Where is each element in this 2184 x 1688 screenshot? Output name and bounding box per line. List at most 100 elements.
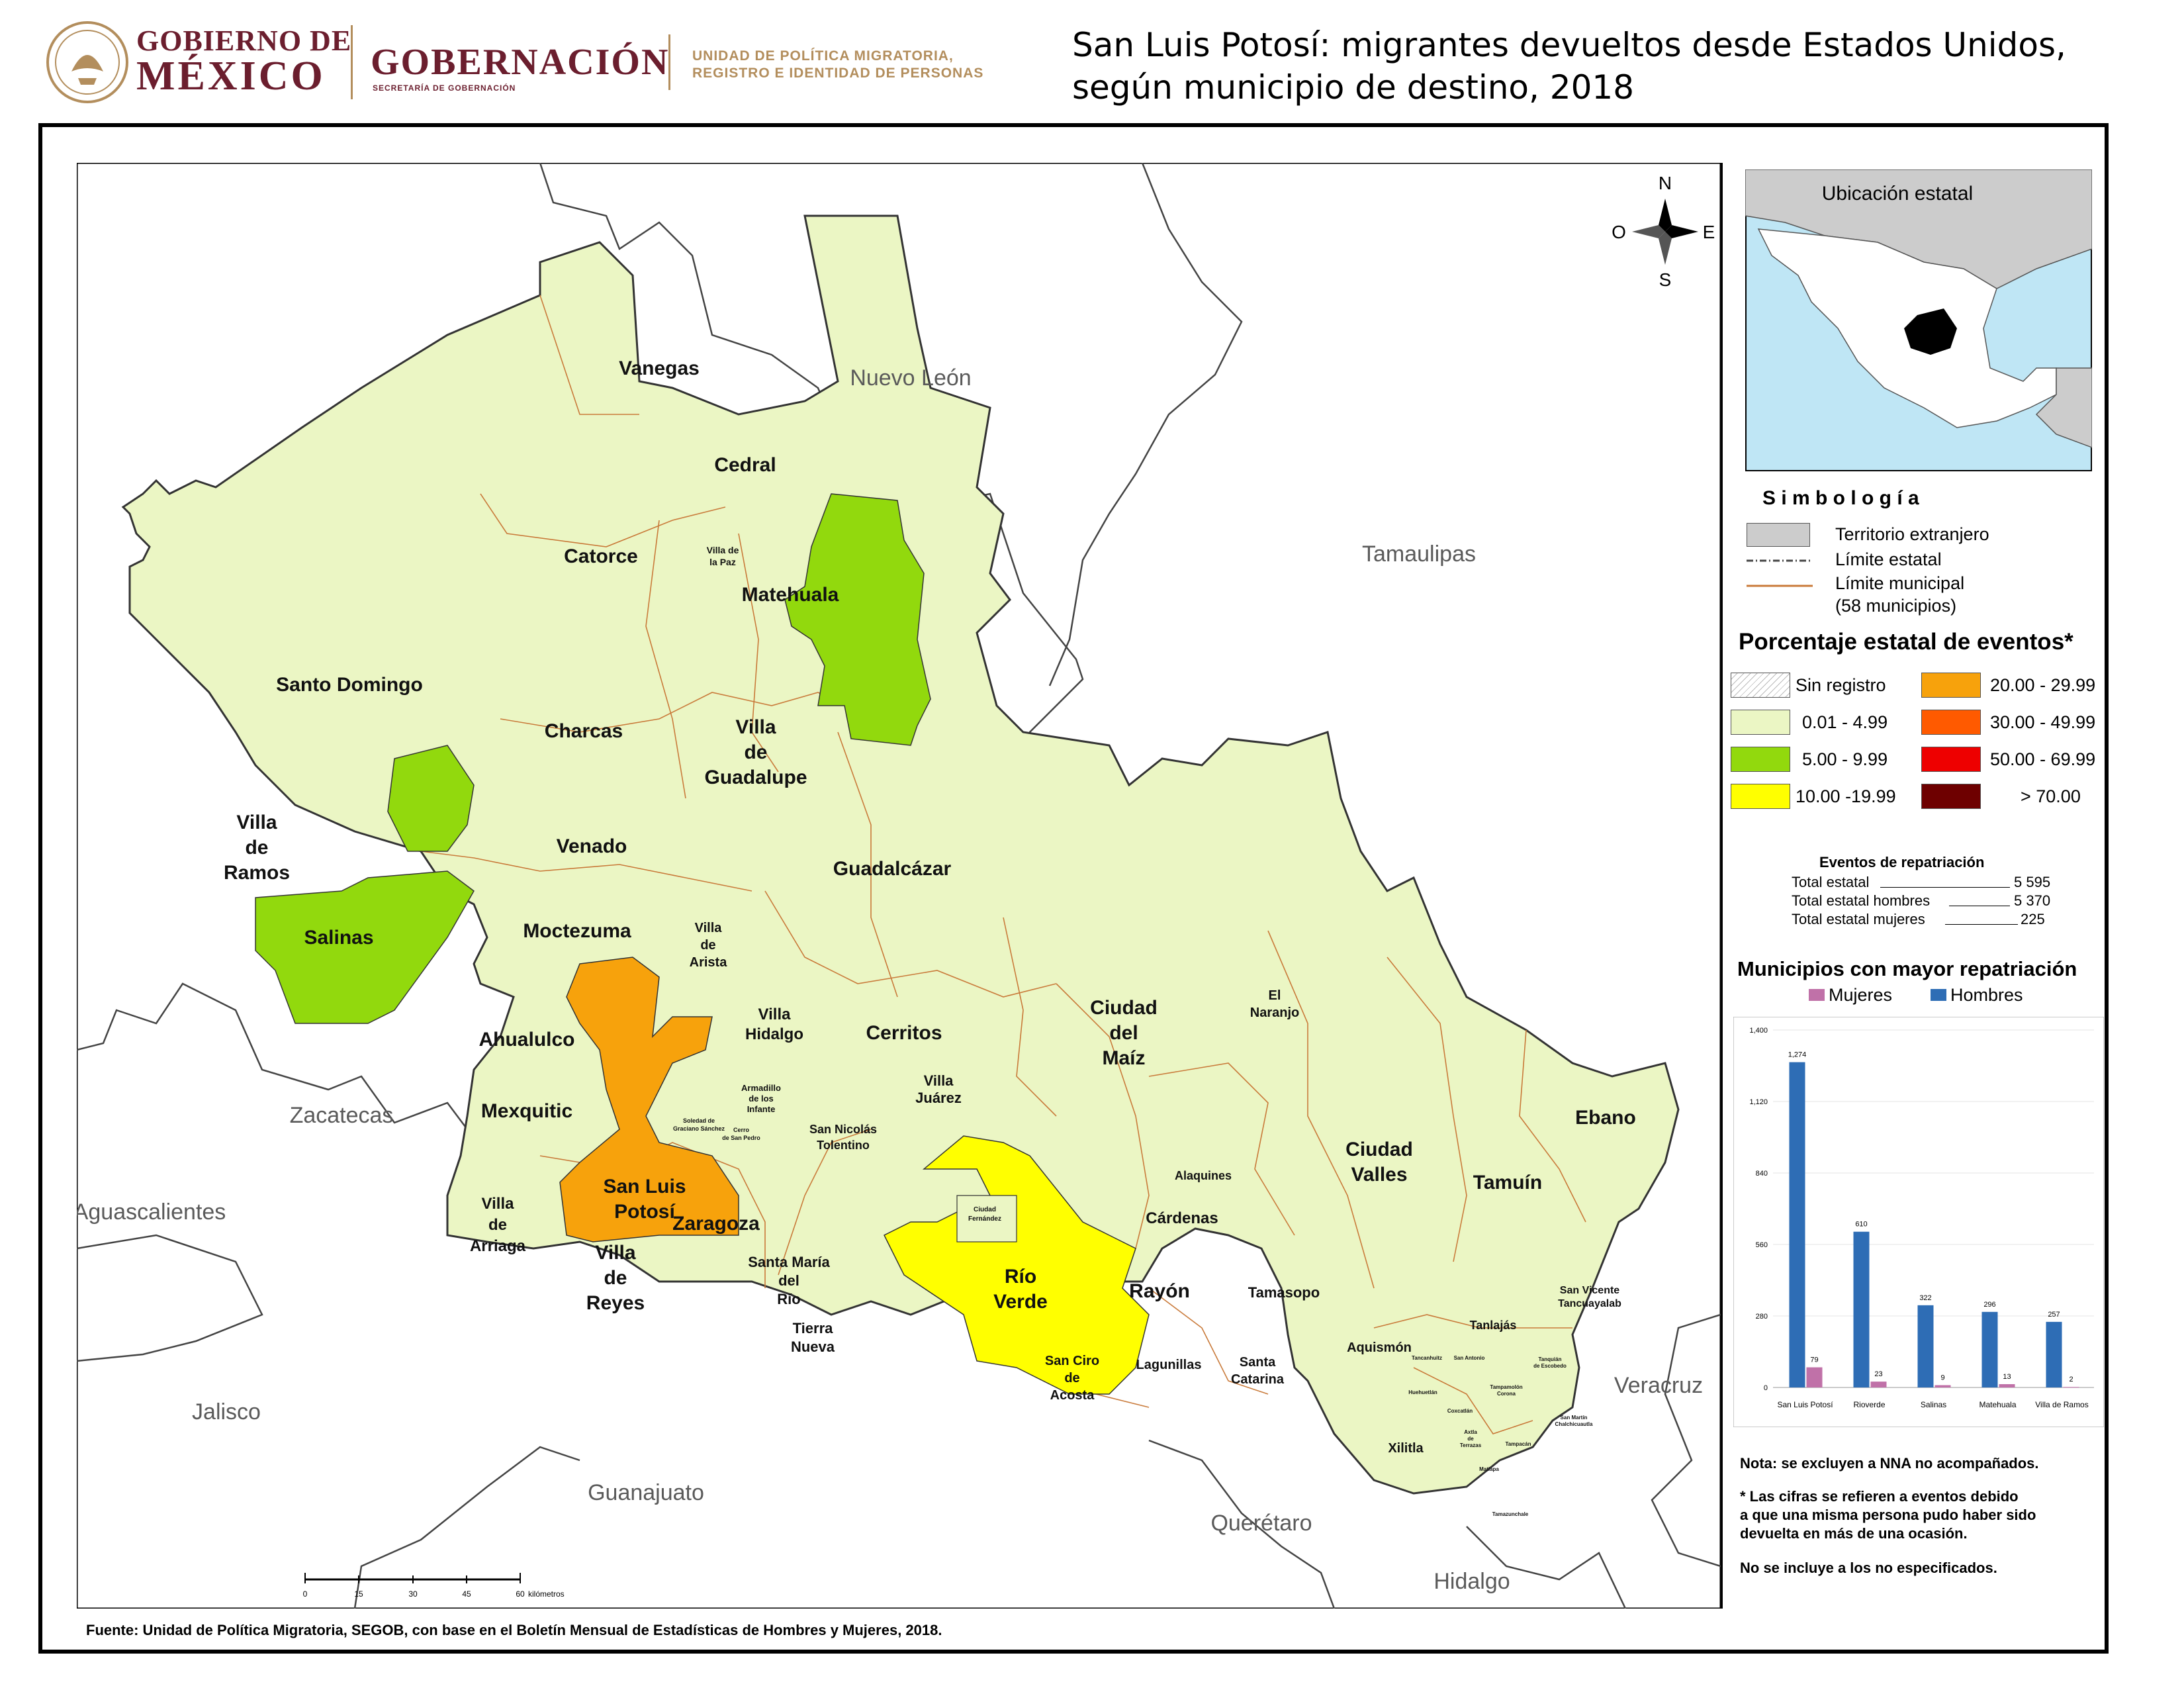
compass-s: S — [1659, 269, 1672, 290]
mun-ciudad-valles-1: Ciudad — [1345, 1139, 1413, 1160]
mun-matehuala: Matehuala — [742, 584, 839, 606]
mun-soledad-2: Graciano Sánchez — [673, 1125, 725, 1132]
bar-hombres — [1789, 1062, 1805, 1387]
label-hidalgo: Hidalgo — [1433, 1569, 1510, 1594]
mun-villa-juarez-1: Villa — [924, 1072, 954, 1089]
bar-mujeres — [1806, 1367, 1823, 1387]
y-tick-label: 1,400 — [1749, 1027, 1768, 1035]
border-veracruz — [1651, 1313, 1721, 1568]
y-tick-label: 0 — [1764, 1384, 1768, 1392]
eventos-leader — [1945, 924, 2018, 925]
label-nuevo-leon: Nuevo León — [850, 365, 971, 391]
swatch-20-30 — [1921, 673, 1981, 698]
category-label: San Luis Potosí — [1777, 1400, 1833, 1409]
map-title-line-1: San Luis Potosí: migrantes devueltos des… — [1072, 26, 2066, 64]
legend-hombres-swatch — [1931, 989, 1946, 1001]
mun-vanegas: Vanegas — [619, 357, 700, 379]
mun-villa-juarez-2: Juárez — [915, 1090, 962, 1106]
chart-title: Municipios con mayor repatriación — [1737, 957, 2077, 980]
mun-santa-catarina-2: Catarina — [1231, 1372, 1285, 1387]
header: GOBIERNO DE MÉXICO GOBERNACIÓN SECRETARÍ… — [0, 0, 2184, 119]
secretaria-text: SECRETARÍA DE GOBERNACIÓN — [373, 83, 516, 93]
value-label-hombres: 257 — [2048, 1311, 2060, 1319]
mun-tamuin: Tamuín — [1473, 1172, 1542, 1194]
mun-ciudad-valles-2: Valles — [1351, 1164, 1407, 1186]
category-label: Villa de Ramos — [2035, 1400, 2088, 1409]
matehuala-area — [784, 493, 931, 746]
mun-san-ciro-3: Acosta — [1050, 1388, 1095, 1403]
label-jalisco: Jalisco — [192, 1399, 261, 1425]
mun-tierra-nueva-2: Nueva — [791, 1338, 835, 1355]
mun-salinas: Salinas — [304, 927, 373, 949]
scale-tick-30: 30 — [408, 1589, 418, 1599]
eventos-hombres-label: Total estatal hombres — [1792, 892, 1931, 909]
mun-tamazunchale: Tamazunchale — [1492, 1511, 1529, 1517]
legend-mujeres: Mujeres — [1829, 985, 1893, 1005]
mun-limit-line — [1747, 585, 1813, 587]
mun-san-vicente-2: Tancuayalab — [1558, 1298, 1621, 1309]
mun-line — [1148, 1288, 1269, 1395]
chart-labels: 0 280 560 840 1,120 1,400 1,274 79 San Luis Poto… — [1749, 1027, 2088, 1409]
mun-line — [1056, 983, 1150, 1249]
legend-mujeres-swatch — [1809, 989, 1825, 1001]
compass-e: E — [1703, 222, 1715, 242]
mun-tanquian-2: de Escobedo — [1533, 1363, 1567, 1369]
border-hidalgo — [1466, 1526, 1627, 1609]
bar-hombres — [1853, 1231, 1870, 1387]
mun-villa-reyes-1: Villa — [595, 1242, 635, 1264]
mun-slp-1: San Luis — [603, 1176, 686, 1197]
mun-ciudad-maiz-1: Ciudad — [1090, 997, 1158, 1019]
mun-aquismon: Aquismón — [1347, 1340, 1412, 1355]
note-cifras-2: a que una misma persona pudo haber sido — [1740, 1507, 2036, 1523]
mun-alaquines: Alaquines — [1175, 1169, 1232, 1182]
eventos-title: Eventos de repatriación — [1819, 854, 1985, 870]
value-label-hombres: 610 — [1855, 1221, 1867, 1229]
mun-line — [1413, 1367, 1533, 1434]
mun-villa-guadalupe-2: de — [744, 741, 767, 763]
mun-santa-maria-1: Santa María — [748, 1254, 830, 1270]
bar-mujeres — [1934, 1385, 1951, 1387]
map-title-line-2: según municipio de destino, 2018 — [1072, 68, 1635, 107]
mun-axtla-1: Axtla — [1464, 1429, 1477, 1435]
swatch-10-20 — [1731, 784, 1790, 809]
border-jalisco-guanajuato — [353, 1446, 580, 1609]
unidad-line-2: REGISTRO E IDENTIDAD DE PERSONAS — [692, 66, 984, 81]
note-nna: Nota: se excluyen a NNA no acompañados. — [1740, 1455, 2039, 1472]
mun-villa-arista-1: Villa — [695, 921, 723, 935]
mun-cerro-2: de San Pedro — [722, 1135, 760, 1141]
mun-ciudad-maiz-2: del — [1109, 1022, 1138, 1044]
mun-villa-ramos-3: Ramos — [224, 862, 290, 884]
mexico-text: MÉXICO — [136, 54, 326, 99]
bar-hombres — [1981, 1311, 1998, 1387]
map-frame — [38, 123, 2109, 1654]
legend-class-4: 20.00 - 29.99 — [1990, 675, 2096, 695]
compass-o: O — [1612, 222, 1626, 242]
map-canvas: Nuevo León Tamaulipas Zacatecas Aguascal… — [77, 163, 1721, 1609]
inset-guatemala — [2035, 367, 2092, 448]
y-tick-label: 840 — [1756, 1170, 1768, 1178]
unidad-line-1: UNIDAD DE POLÍTICA MIGRATORIA, — [692, 48, 954, 64]
mun-villa-ramos-2: de — [245, 837, 268, 859]
mun-lagunillas: Lagunillas — [1136, 1358, 1202, 1372]
scale-tick-60: 60 — [516, 1589, 525, 1599]
swatch-5-10 — [1731, 747, 1790, 772]
mun-cerro-1: Cerro — [733, 1127, 750, 1133]
slp-state-shape — [121, 214, 1680, 1495]
compass-icon: N S E O — [1612, 173, 1715, 290]
mun-santa-maria-2: del — [778, 1272, 799, 1289]
mun-el-naranjo-2: Naranjo — [1250, 1006, 1299, 1020]
mun-villa-hidalgo-1: Villa — [758, 1006, 792, 1023]
mun-tampamolon-2: Corona — [1497, 1391, 1516, 1397]
header-separator-2 — [668, 34, 670, 90]
mun-villa-arriaga-3: Arriaga — [470, 1237, 526, 1255]
mun-line — [764, 890, 1057, 998]
header-separator — [351, 25, 353, 99]
legend-class-5: 30.00 - 49.99 — [1990, 712, 2096, 732]
mun-xilitla: Xilitla — [1388, 1441, 1424, 1456]
mun-tampacan: Tampacán — [1506, 1441, 1531, 1447]
mun-villa-guadalupe-1: Villa — [735, 716, 776, 738]
value-label-hombres: 296 — [1983, 1301, 1995, 1309]
label-guanajuato: Guanajuato — [588, 1480, 704, 1505]
mun-villa-de-la-paz-1: Villa de — [707, 545, 739, 555]
mun-armadillo-1: Armadillo — [741, 1083, 781, 1093]
